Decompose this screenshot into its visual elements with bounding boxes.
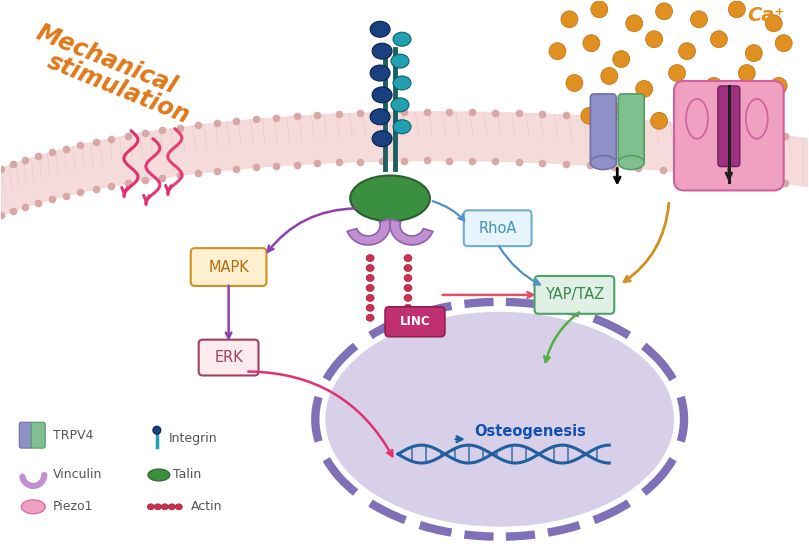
Ellipse shape (404, 254, 412, 261)
Circle shape (739, 65, 756, 82)
FancyBboxPatch shape (591, 94, 616, 164)
Circle shape (591, 1, 608, 18)
Ellipse shape (371, 21, 390, 37)
Polygon shape (2, 112, 807, 216)
Ellipse shape (168, 504, 176, 510)
Circle shape (705, 78, 722, 95)
Ellipse shape (591, 155, 616, 170)
Circle shape (636, 80, 653, 97)
FancyBboxPatch shape (385, 307, 445, 336)
Text: RhoA: RhoA (478, 221, 517, 236)
Text: TRPV4: TRPV4 (53, 429, 94, 441)
Circle shape (549, 43, 566, 60)
Text: Vinculin: Vinculin (53, 468, 103, 481)
Ellipse shape (325, 312, 674, 527)
Text: ERK: ERK (214, 350, 243, 365)
Circle shape (728, 1, 745, 18)
Ellipse shape (350, 176, 430, 222)
Ellipse shape (404, 304, 412, 311)
Text: stimulation: stimulation (44, 49, 194, 129)
Circle shape (625, 15, 642, 32)
FancyBboxPatch shape (464, 211, 532, 246)
Ellipse shape (391, 54, 409, 68)
Ellipse shape (404, 275, 412, 282)
Ellipse shape (393, 32, 411, 46)
Ellipse shape (153, 426, 161, 434)
Text: Osteogenesis: Osteogenesis (474, 424, 586, 439)
FancyBboxPatch shape (191, 248, 266, 286)
Polygon shape (390, 219, 433, 245)
Circle shape (710, 31, 727, 48)
Ellipse shape (148, 469, 170, 481)
Circle shape (765, 15, 782, 32)
Circle shape (685, 97, 702, 114)
Circle shape (775, 34, 792, 51)
Text: LINC: LINC (400, 315, 430, 328)
FancyBboxPatch shape (718, 86, 740, 166)
Circle shape (650, 112, 667, 129)
Ellipse shape (371, 109, 390, 125)
Ellipse shape (404, 294, 412, 301)
Ellipse shape (155, 504, 161, 510)
Circle shape (612, 51, 629, 67)
Ellipse shape (372, 87, 392, 103)
Ellipse shape (686, 99, 708, 139)
Circle shape (566, 74, 583, 91)
Text: Actin: Actin (191, 501, 222, 513)
Ellipse shape (147, 504, 155, 510)
Circle shape (691, 11, 707, 28)
Ellipse shape (176, 504, 182, 510)
Circle shape (583, 34, 599, 51)
Text: Piezo1: Piezo1 (53, 501, 94, 513)
Circle shape (581, 107, 598, 124)
Circle shape (668, 65, 685, 82)
FancyBboxPatch shape (19, 422, 33, 448)
Text: MAPK: MAPK (208, 259, 249, 275)
Circle shape (679, 43, 696, 60)
FancyBboxPatch shape (618, 94, 644, 164)
Ellipse shape (393, 120, 411, 133)
Ellipse shape (618, 155, 644, 170)
Ellipse shape (366, 315, 374, 321)
Ellipse shape (404, 315, 412, 321)
Ellipse shape (366, 304, 374, 311)
Ellipse shape (21, 500, 45, 514)
Circle shape (770, 78, 787, 95)
Ellipse shape (366, 294, 374, 301)
Ellipse shape (372, 43, 392, 59)
Ellipse shape (366, 284, 374, 292)
Ellipse shape (371, 65, 390, 81)
Circle shape (561, 11, 578, 28)
Text: YAP/TAZ: YAP/TAZ (544, 287, 604, 302)
Text: Ca⁺: Ca⁺ (747, 6, 785, 25)
Ellipse shape (366, 254, 374, 261)
Ellipse shape (161, 504, 168, 510)
Circle shape (655, 3, 672, 20)
Text: Talin: Talin (173, 468, 201, 481)
Ellipse shape (393, 76, 411, 90)
Ellipse shape (391, 98, 409, 112)
Text: Integrin: Integrin (169, 432, 218, 445)
Ellipse shape (404, 265, 412, 271)
Ellipse shape (372, 131, 392, 147)
FancyBboxPatch shape (535, 276, 614, 314)
FancyBboxPatch shape (199, 340, 259, 375)
Text: Mechanical: Mechanical (32, 20, 180, 98)
Ellipse shape (404, 284, 412, 292)
Circle shape (601, 67, 618, 84)
Circle shape (616, 101, 633, 117)
Circle shape (745, 45, 762, 62)
Circle shape (646, 31, 663, 48)
Ellipse shape (746, 99, 768, 139)
Polygon shape (347, 219, 390, 245)
Ellipse shape (366, 275, 374, 282)
FancyBboxPatch shape (32, 422, 45, 448)
Ellipse shape (366, 265, 374, 271)
Circle shape (718, 110, 735, 127)
FancyBboxPatch shape (674, 81, 784, 190)
